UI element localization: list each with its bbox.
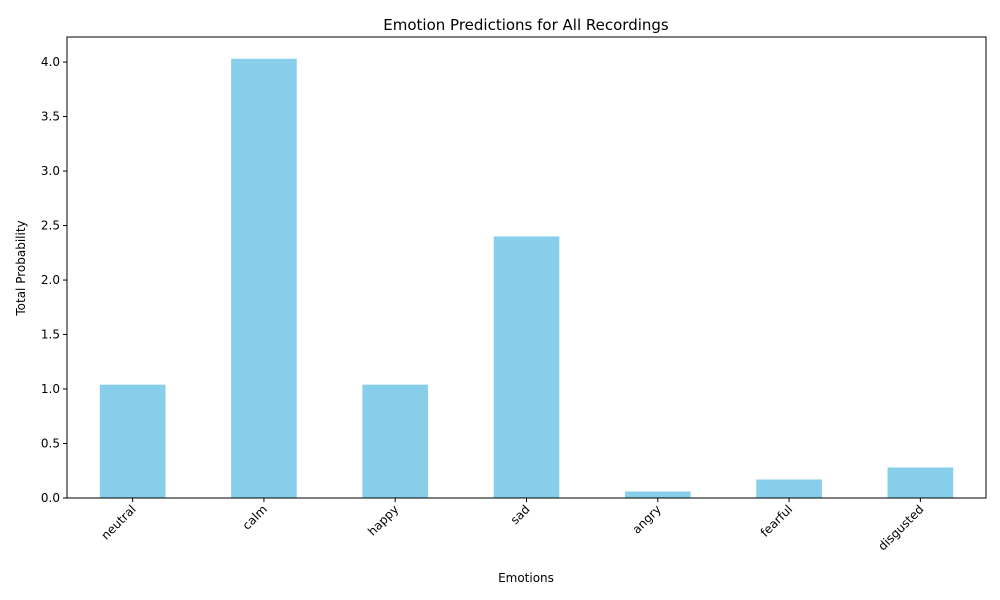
x-tick-label: angry <box>630 502 664 536</box>
bar-sad <box>493 236 560 499</box>
x-tick-label: sad <box>508 502 533 527</box>
y-tick-label: 1.0 <box>41 382 60 396</box>
bars-group <box>99 58 954 499</box>
x-tick-label: neutral <box>99 502 139 542</box>
y-tick-label: 1.5 <box>41 328 60 342</box>
bar-happy <box>362 384 429 498</box>
y-axis-label: Total Probability <box>14 220 28 316</box>
bar-angry <box>624 491 691 498</box>
y-tick-label: 3.0 <box>41 164 60 178</box>
bar-neutral <box>99 384 166 498</box>
bar-calm <box>231 58 297 498</box>
y-tick-label: 0.5 <box>41 437 60 451</box>
y-tick-label: 0.0 <box>41 491 60 505</box>
x-axis: neutral calm happy sad angry fearful disgusted <box>99 498 926 553</box>
plot-frame <box>66 36 987 499</box>
x-tick-label: fearful <box>758 502 796 540</box>
y-tick-label: 4.0 <box>41 55 60 69</box>
y-tick-label: 2.0 <box>41 273 60 287</box>
y-axis: 0.0 0.5 1.0 1.5 2.0 2.5 3.0 3.5 4.0 <box>41 55 67 505</box>
x-tick-label: happy <box>365 502 401 538</box>
plot-area: 0.0 0.5 1.0 1.5 2.0 2.5 3.0 3.5 4.0 neutral calm h… <box>41 36 987 553</box>
y-tick-label: 2.5 <box>41 219 60 233</box>
y-tick-label: 3.5 <box>41 110 60 124</box>
bar-fearful <box>756 479 822 498</box>
x-tick-label: disgusted <box>875 502 926 553</box>
bar-disgusted <box>887 467 954 498</box>
chart-title: Emotion Predictions for All Recordings <box>383 16 669 34</box>
x-tick-label: calm <box>240 502 270 532</box>
x-axis-label: Emotions <box>498 571 554 585</box>
